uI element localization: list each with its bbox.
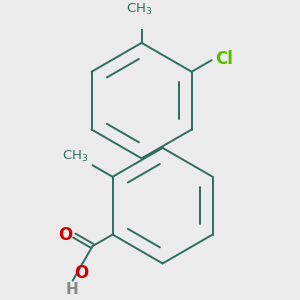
Text: H: H [65,282,78,297]
Text: CH$_3$: CH$_3$ [62,149,88,164]
Text: Cl: Cl [215,50,233,68]
Text: O: O [74,264,88,282]
Text: CH$_3$: CH$_3$ [126,2,153,16]
Text: O: O [58,226,72,244]
